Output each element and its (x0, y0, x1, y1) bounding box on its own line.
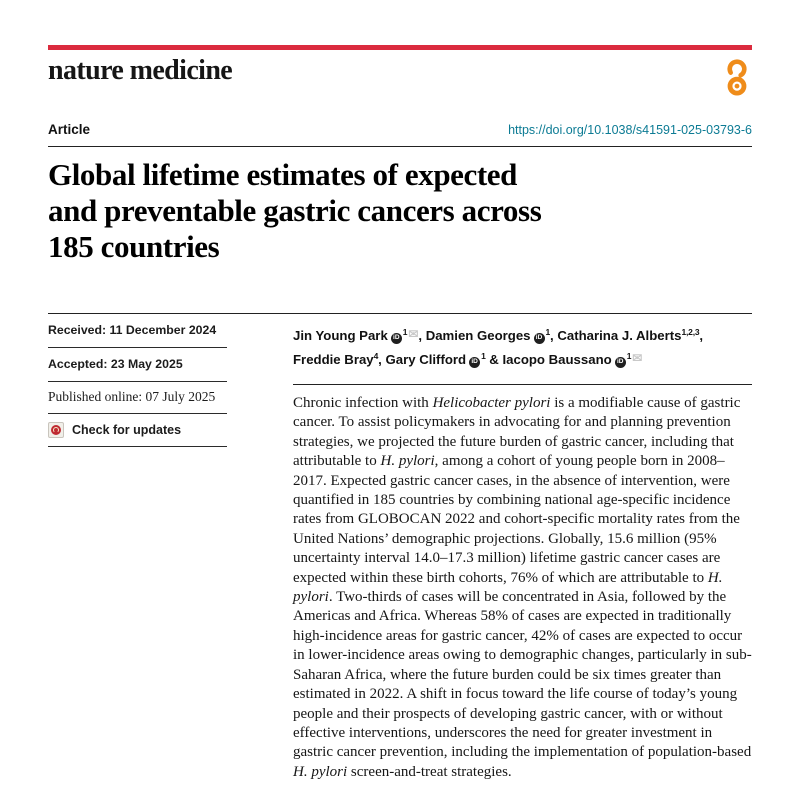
orcid-icon[interactable]: iD (390, 332, 402, 344)
author-name[interactable]: Jin Young Park iD1✉ (293, 327, 419, 344)
orcid-icon[interactable]: iD (614, 356, 626, 368)
two-column-layout: Received: 11 December 2024 Accepted: 23 … (48, 314, 752, 782)
author-separator: , (550, 328, 558, 343)
received-date: Received: 11 December 2024 (48, 314, 227, 348)
affiliation-superscript: 1 (545, 327, 551, 337)
orcid-icon[interactable]: iD (533, 332, 545, 344)
author-name[interactable]: Freddie Bray4 (293, 351, 379, 367)
journal-logo[interactable]: nature medicine (48, 55, 233, 86)
title-line: and preventable gastric cancers across (48, 193, 542, 228)
abstract-segment: , among a cohort of young people born in… (293, 453, 740, 586)
abstract-text: Chronic infection with Helicobacter pylo… (293, 394, 752, 782)
abstract-segment: is a modifiable cause of gastric cancer.… (293, 395, 741, 470)
article-meta-sidebar: Received: 11 December 2024 Accepted: 23 … (48, 314, 227, 782)
affiliation-superscript: 1 (626, 351, 632, 361)
author-name[interactable]: Damien Georges iD1 (425, 327, 551, 344)
masthead: nature medicine (48, 55, 752, 106)
author-separator: , (699, 328, 704, 343)
orcid-icon[interactable]: iD (469, 356, 481, 368)
author-list: Jin Young Park iD1✉, Damien Georges iD1, C… (293, 314, 752, 370)
accepted-date: Accepted: 23 May 2025 (48, 348, 227, 382)
title-line: Global lifetime estimates of expected (48, 157, 518, 192)
affiliation-superscript: 4 (373, 351, 379, 361)
affiliation-superscript: 1,2,3 (681, 327, 700, 337)
open-access-icon (727, 59, 747, 96)
article-type-label: Article (48, 122, 91, 137)
title-line: 185 countries (48, 229, 220, 264)
author-name[interactable]: Iacopo Baussano iD1✉ (502, 351, 643, 368)
published-date: Published online: 07 July 2025 (48, 382, 227, 414)
species-name-italic: Helicobacter pylori (432, 395, 551, 411)
article-main-column: Jin Young Park iD1✉, Damien Georges iD1, C… (293, 314, 752, 782)
doi-link[interactable]: https://doi.org/10.1038/s41591-025-03793… (508, 123, 752, 137)
affiliation-superscript: 1 (481, 351, 486, 361)
author-separator: & (485, 352, 503, 367)
article-header-row: Article https://doi.org/10.1038/s41591-0… (48, 122, 752, 147)
journal-accent-bar (48, 45, 752, 50)
email-icon[interactable]: ✉ (632, 351, 643, 365)
species-name-italic: H. pylori (293, 763, 348, 780)
article-title: Global lifetime estimates of expected an… (48, 157, 752, 265)
author-separator: , (378, 352, 386, 367)
abstract-segment: Chronic infection with (293, 395, 433, 411)
species-name-italic: H. pylori (293, 569, 723, 606)
author-separator: , (418, 328, 426, 343)
check-for-updates-label: Check for updates (72, 423, 182, 437)
abstract-segment: . Two-thirds of cases will be concentrat… (293, 589, 752, 761)
check-for-updates-button[interactable]: Check for updates (48, 414, 227, 447)
author-name[interactable]: Catharina J. Alberts1,2,3 (557, 327, 700, 343)
affiliation-superscript: 1 (402, 327, 408, 337)
abstract-segment: screen-and-treat strategies. (347, 763, 512, 780)
author-name[interactable]: Gary Clifford iD1 (385, 351, 486, 368)
abstract-section: Chronic infection with Helicobacter pylo… (293, 384, 752, 782)
email-icon[interactable]: ✉ (408, 327, 419, 341)
crossmark-icon (48, 422, 64, 438)
species-name-italic: H. pylori (380, 453, 435, 470)
section-divider (48, 313, 752, 314)
